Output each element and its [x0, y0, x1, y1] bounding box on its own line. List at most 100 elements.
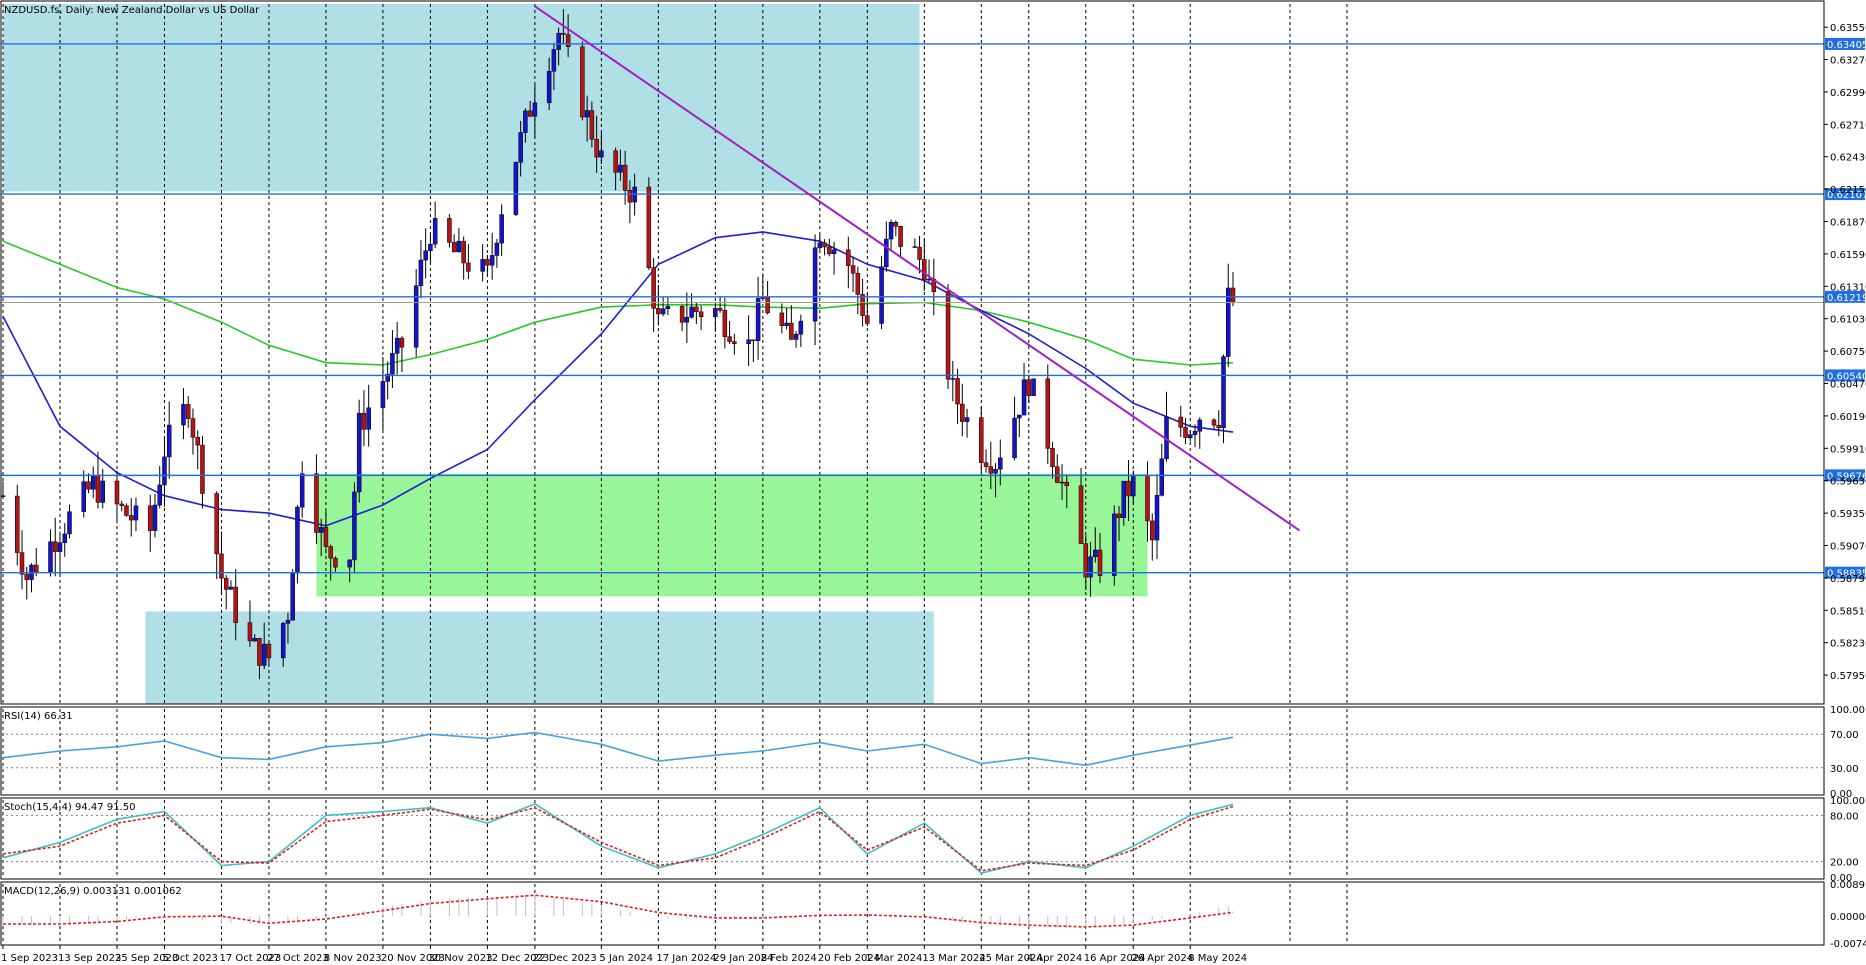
- candle-body: [765, 296, 770, 314]
- candle-body: [831, 249, 837, 254]
- candle-body: [846, 249, 851, 266]
- candle-body: [333, 557, 338, 568]
- candle-body: [57, 542, 63, 552]
- date-label: 5 Oct 2023: [162, 953, 217, 964]
- candle-body: [1059, 481, 1065, 484]
- stoch-pane[interactable]: Stoch(15,4,4) 94.47 91.50 100.00 80.00 20.…: [0, 796, 1865, 884]
- candle-body: [33, 564, 39, 573]
- candle-body: [556, 32, 561, 50]
- candle-body: [1150, 520, 1155, 541]
- date-label: 8 Nov 2023: [324, 953, 382, 964]
- candle-body: [751, 339, 756, 342]
- rsi-tick-label: 100.00: [1830, 705, 1865, 716]
- macd-pane[interactable]: MACD(12,26,9) 0.003131 0.001062 0.008919…: [0, 880, 1866, 950]
- candle-body: [722, 310, 728, 337]
- trendline-layer[interactable]: [534, 5, 1301, 532]
- candle-body: [166, 424, 172, 458]
- candle-body: [1216, 424, 1222, 429]
- candle-body: [1211, 419, 1217, 426]
- candle-body: [855, 272, 861, 295]
- stoch-tick-label: 80.00: [1830, 811, 1859, 822]
- candle-body: [983, 462, 989, 467]
- candle-body: [827, 246, 832, 254]
- horizontal-levels[interactable]: 0.63405 0.62107 0.61219 0.60540 0.59676 0.588…: [1, 37, 1866, 580]
- candle-body: [157, 484, 162, 506]
- date-label: 20 Nov 2023: [381, 953, 445, 964]
- date-label: 16 Apr 2024: [1084, 953, 1146, 964]
- candle-body: [119, 503, 124, 506]
- candle-body: [223, 577, 229, 590]
- candle-body: [717, 308, 723, 311]
- candle-body: [694, 306, 699, 313]
- candle-body: [518, 132, 523, 163]
- candle-body: [1064, 481, 1070, 487]
- candle-body: [190, 418, 196, 438]
- candle-body: [52, 541, 58, 552]
- price-level-tag: [1825, 369, 1865, 382]
- candle-body: [233, 586, 238, 623]
- rsi-pane[interactable]: RSI(14) 66.31 100.00 70.00 30.00 0.00: [0, 705, 1865, 800]
- date-label: 17 Jan 2024: [656, 953, 716, 964]
- candle-body: [689, 306, 694, 318]
- candle-body: [399, 337, 405, 348]
- candle-body: [784, 322, 789, 326]
- date-label: 30 Nov 2023: [428, 953, 492, 964]
- macd-pane-border: [0, 881, 1825, 946]
- candle-body: [917, 246, 922, 260]
- candle-body: [352, 491, 357, 561]
- descending-trendline[interactable]: [534, 5, 1301, 532]
- candle-body: [67, 511, 72, 535]
- candle-body: [228, 586, 234, 590]
- rsi-tick-label: 70.00: [1830, 730, 1859, 741]
- candle-body: [879, 266, 884, 324]
- stoch-pane-border: [0, 797, 1825, 880]
- candle-body: [323, 527, 329, 547]
- candle-body: [898, 225, 903, 247]
- price-level-tag-label: 0.62107: [1827, 190, 1866, 201]
- stoch-tick-label: 100.00: [1830, 796, 1865, 807]
- candle-body: [280, 623, 286, 659]
- candle-body: [356, 412, 362, 493]
- candle-body: [347, 559, 352, 568]
- zones-layer: [3, 4, 1148, 704]
- candle-body: [447, 218, 452, 243]
- price-level-tag-label: 0.61219: [1827, 293, 1866, 304]
- date-label: 20 Feb 2024: [818, 953, 880, 964]
- date-label: 29 Jan 2024: [713, 953, 773, 964]
- price-level-tag-label: 0.63405: [1827, 40, 1866, 51]
- candle-body: [998, 457, 1003, 470]
- candle-body: [1188, 434, 1193, 438]
- candle-body: [926, 278, 932, 281]
- candle-body: [646, 186, 652, 268]
- candle-body: [945, 291, 951, 380]
- main-price-pane[interactable]: 0.63405 0.62107 0.61219 0.60540 0.59676 0.588…: [0, 0, 1866, 943]
- candle-body: [888, 221, 894, 240]
- candle-body: [328, 546, 333, 559]
- candle-body: [793, 334, 799, 340]
- moving-average-200: [2, 240, 1234, 366]
- candle-body: [428, 243, 433, 251]
- candle-body: [185, 404, 191, 419]
- candle-body: [979, 417, 984, 463]
- date-label: 22 Dec 2023: [533, 953, 597, 964]
- candle-body: [817, 242, 823, 249]
- candle-body: [133, 505, 139, 521]
- price-level-tag: [1825, 37, 1865, 50]
- price-level-tag-label: 0.60540: [1827, 371, 1866, 382]
- demand-zone: [316, 473, 1148, 597]
- candle-body: [380, 381, 386, 409]
- candle-body: [62, 533, 67, 543]
- candle-body: [822, 242, 827, 248]
